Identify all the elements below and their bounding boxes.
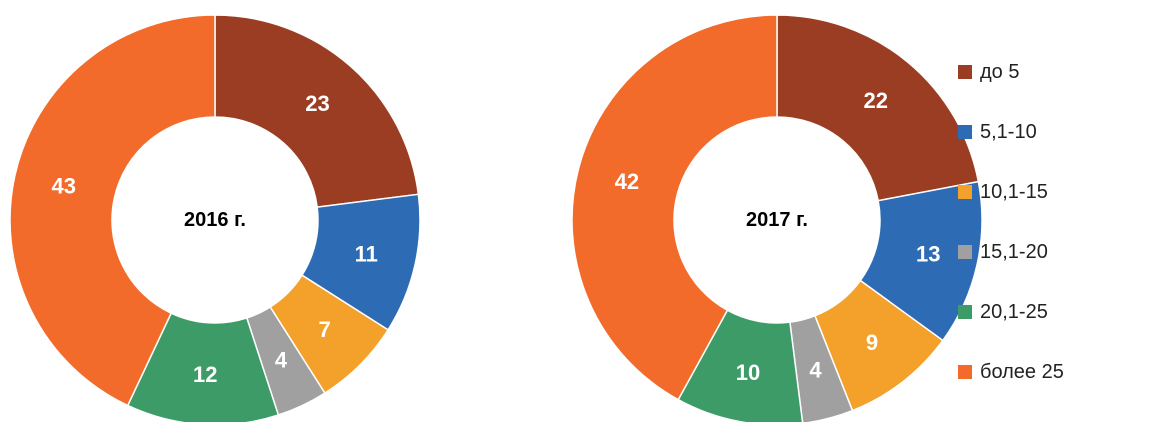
donut-slice [571,14,778,401]
donut-slice [214,14,420,208]
center-title: 2017 г. [746,209,808,231]
donut-slice [9,14,216,407]
data-label: 43 [51,174,75,199]
data-label: 7 [318,317,330,342]
center-title: 2016 г. [184,209,246,231]
legend-label: 20,1-25 [980,301,1048,323]
data-label: 42 [615,169,639,194]
legend-swatch [958,305,972,319]
data-label: 22 [864,88,888,113]
data-label: 23 [305,91,329,116]
data-label: 11 [355,241,378,266]
legend-swatch [958,125,972,139]
data-label: 12 [193,362,217,387]
legend-swatch [958,245,972,259]
legend-label: 10,1-15 [980,181,1048,203]
data-label: 9 [866,330,878,355]
data-label: 10 [736,360,760,385]
data-label: 4 [809,358,822,383]
data-label: 13 [916,241,940,266]
legend-swatch [958,65,972,79]
legend-label: до 5 [980,61,1019,83]
donut-slice [776,14,980,202]
legend-label: более 25 [980,361,1064,383]
legend-label: 5,1-10 [980,121,1037,143]
legend-swatch [958,365,972,379]
legend-label: 15,1-20 [980,241,1048,263]
legend-swatch [958,185,972,199]
donut-slice [859,180,983,342]
data-label: 4 [275,348,288,373]
